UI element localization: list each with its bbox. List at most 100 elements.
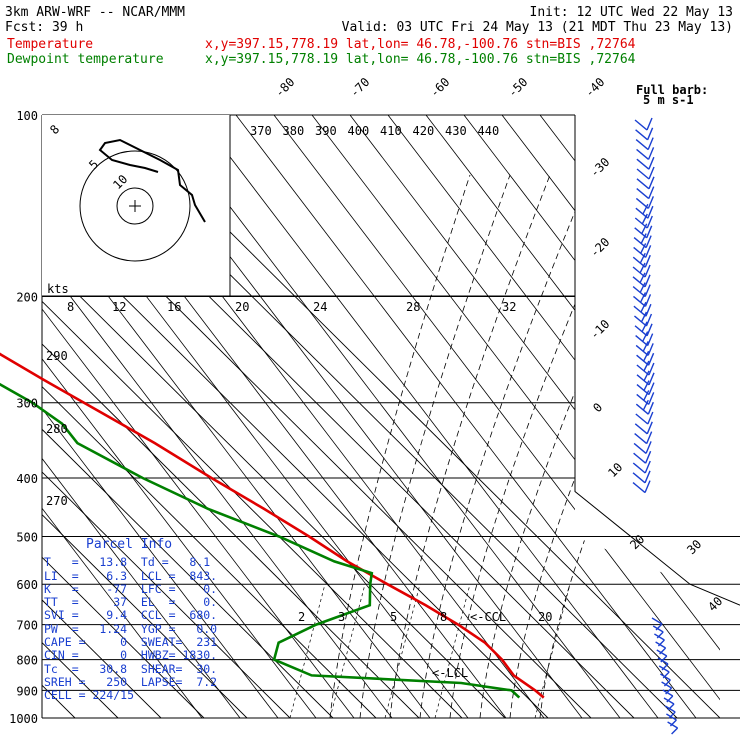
parcel-info-row: CELL = 224/15 [44, 688, 135, 703]
mixing-ratio-line [434, 584, 471, 718]
lcl-label: <-LCL [432, 666, 468, 680]
isotherm-label: -20 [587, 235, 612, 260]
wind-barb [634, 321, 653, 337]
wind-barb [632, 470, 651, 484]
wind-barb [636, 390, 655, 405]
ccl-label: <-CCL [470, 610, 506, 624]
hodograph-speed-label: 32 [502, 300, 516, 314]
dry-adiabat [349, 115, 720, 718]
dry-adiabat [539, 115, 720, 718]
theta-side-label: 270 [46, 494, 68, 508]
barb-legend-title: Full barb: [636, 83, 708, 97]
profile-lines [0, 352, 545, 699]
parcel-info-row: SREH = 250 LAPSE= 7.2 [44, 674, 218, 689]
dewpoint-legend: Dewpoint temperature [7, 52, 164, 67]
pressure-tick-label: 1000 [9, 712, 38, 726]
hodograph-speed-label: 20 [235, 300, 249, 314]
isotherm-line [42, 115, 334, 718]
dry-adiabat [42, 115, 355, 718]
isotherm-line [42, 115, 248, 718]
dry-adiabat [42, 115, 279, 718]
wind-barb [633, 450, 652, 464]
wind-barb [636, 186, 655, 200]
wind-barb [635, 399, 654, 415]
hodograph-speed-label: 28 [406, 300, 420, 314]
mixing-ratio-line [534, 584, 571, 718]
isotherm-line [42, 115, 377, 718]
wind-barb [633, 292, 652, 307]
wind-barb [635, 331, 654, 347]
isotherm-line [42, 115, 291, 718]
wind-barb [635, 203, 654, 219]
isotherm-label: -70 [347, 75, 372, 100]
dry-adiabat [273, 115, 720, 718]
pressure-tick-label: 300 [16, 397, 38, 411]
pressure-tick-label: 600 [16, 578, 38, 592]
mixing-ratio-label: 2 [298, 610, 305, 624]
barb-legend-value: 5 m s-1 [643, 93, 694, 107]
mixing-ratio-label: 20 [538, 610, 552, 624]
wind-barb [634, 421, 653, 435]
isotherm-label: -80 [272, 75, 297, 100]
wind-barb [636, 360, 655, 376]
pressure-tick-label: 200 [16, 291, 38, 305]
dry-adiabat [159, 115, 621, 718]
init-time: Init: 12 UTC Wed 22 May 13 [530, 5, 734, 20]
temperature-legend: Temperature [7, 37, 93, 52]
isotherm-line [42, 115, 506, 718]
isotherm-label: 40 [705, 594, 725, 614]
theta-label: 370 [250, 124, 272, 138]
dry-adiabat [311, 115, 720, 718]
theta-label: 380 [283, 124, 305, 138]
dry-adiabat [463, 115, 720, 718]
dry-adiabat [42, 115, 203, 718]
wind-barb [636, 166, 655, 180]
parcel-info-row: T = 13.8 Td = 8.1 [44, 555, 211, 570]
pressure-tick-label: 700 [16, 619, 38, 633]
wind-barb [633, 301, 652, 317]
theta-label: 430 [445, 124, 467, 138]
parcel-info-row: CAPE = 0 SWEAT= 231 [44, 635, 218, 650]
dry-adiabat [691, 115, 720, 718]
moist-adiabat [419, 174, 591, 718]
model-title: 3km ARW-WRF -- NCAR/MMM [5, 5, 185, 20]
parcel-info-panel: Parcel Info T = 13.8 Td = 8.1 LI = 6.3 LC… [44, 538, 234, 703]
mixing-ratio-label: 3 [338, 610, 345, 624]
isotherm-label: 20 [627, 532, 647, 552]
isotherm-line [42, 115, 162, 718]
pressure-tick-label: 500 [16, 530, 38, 544]
wind-barb [636, 350, 655, 366]
wind-barb [635, 137, 654, 151]
theta-label: 390 [315, 124, 337, 138]
isotherm-label: 10 [605, 460, 625, 480]
hodograph-speed-label: 24 [313, 300, 327, 314]
wind-barb [634, 213, 653, 229]
parcel-info-rows: T = 13.8 Td = 8.1 LI = 6.3 LCL = 843. K = … [44, 555, 234, 703]
theta-label: 440 [478, 124, 500, 138]
hodograph-ring [79, 150, 191, 262]
pressure-tick-label: 100 [16, 109, 38, 123]
hodograph-trace [98, 138, 206, 223]
moist-adiabat [509, 174, 711, 718]
hodograph-unit: kts [47, 282, 69, 296]
wind-barb [636, 156, 655, 170]
valid-time: Valid: 03 UTC Fri 24 May 13 (21 MDT Thu … [342, 20, 733, 35]
dry-adiabat [42, 115, 241, 718]
parcel-info-row: Tc = 30.8 SHEAR= 30. [44, 661, 218, 676]
wind-barb [634, 117, 653, 131]
wind-barb [634, 431, 653, 445]
wind-barb-lower [667, 721, 679, 735]
theta-side-label: 290 [46, 349, 68, 363]
temperature-location: x,y=397.15,778.19 lat,lon= 46.78,-100.76… [205, 37, 636, 52]
pressure-tick-label: 900 [16, 684, 38, 698]
wind-barbs [632, 117, 679, 735]
dry-adiabat [387, 115, 720, 718]
diagram-border [574, 115, 740, 606]
isotherm-line [42, 115, 205, 718]
mixing-ratio-line [384, 584, 421, 718]
parcel-info-row: LI = 6.3 LCL = 843. [44, 568, 218, 583]
mixing-ratio-label: 8 [440, 610, 447, 624]
wind-barb [633, 233, 652, 249]
